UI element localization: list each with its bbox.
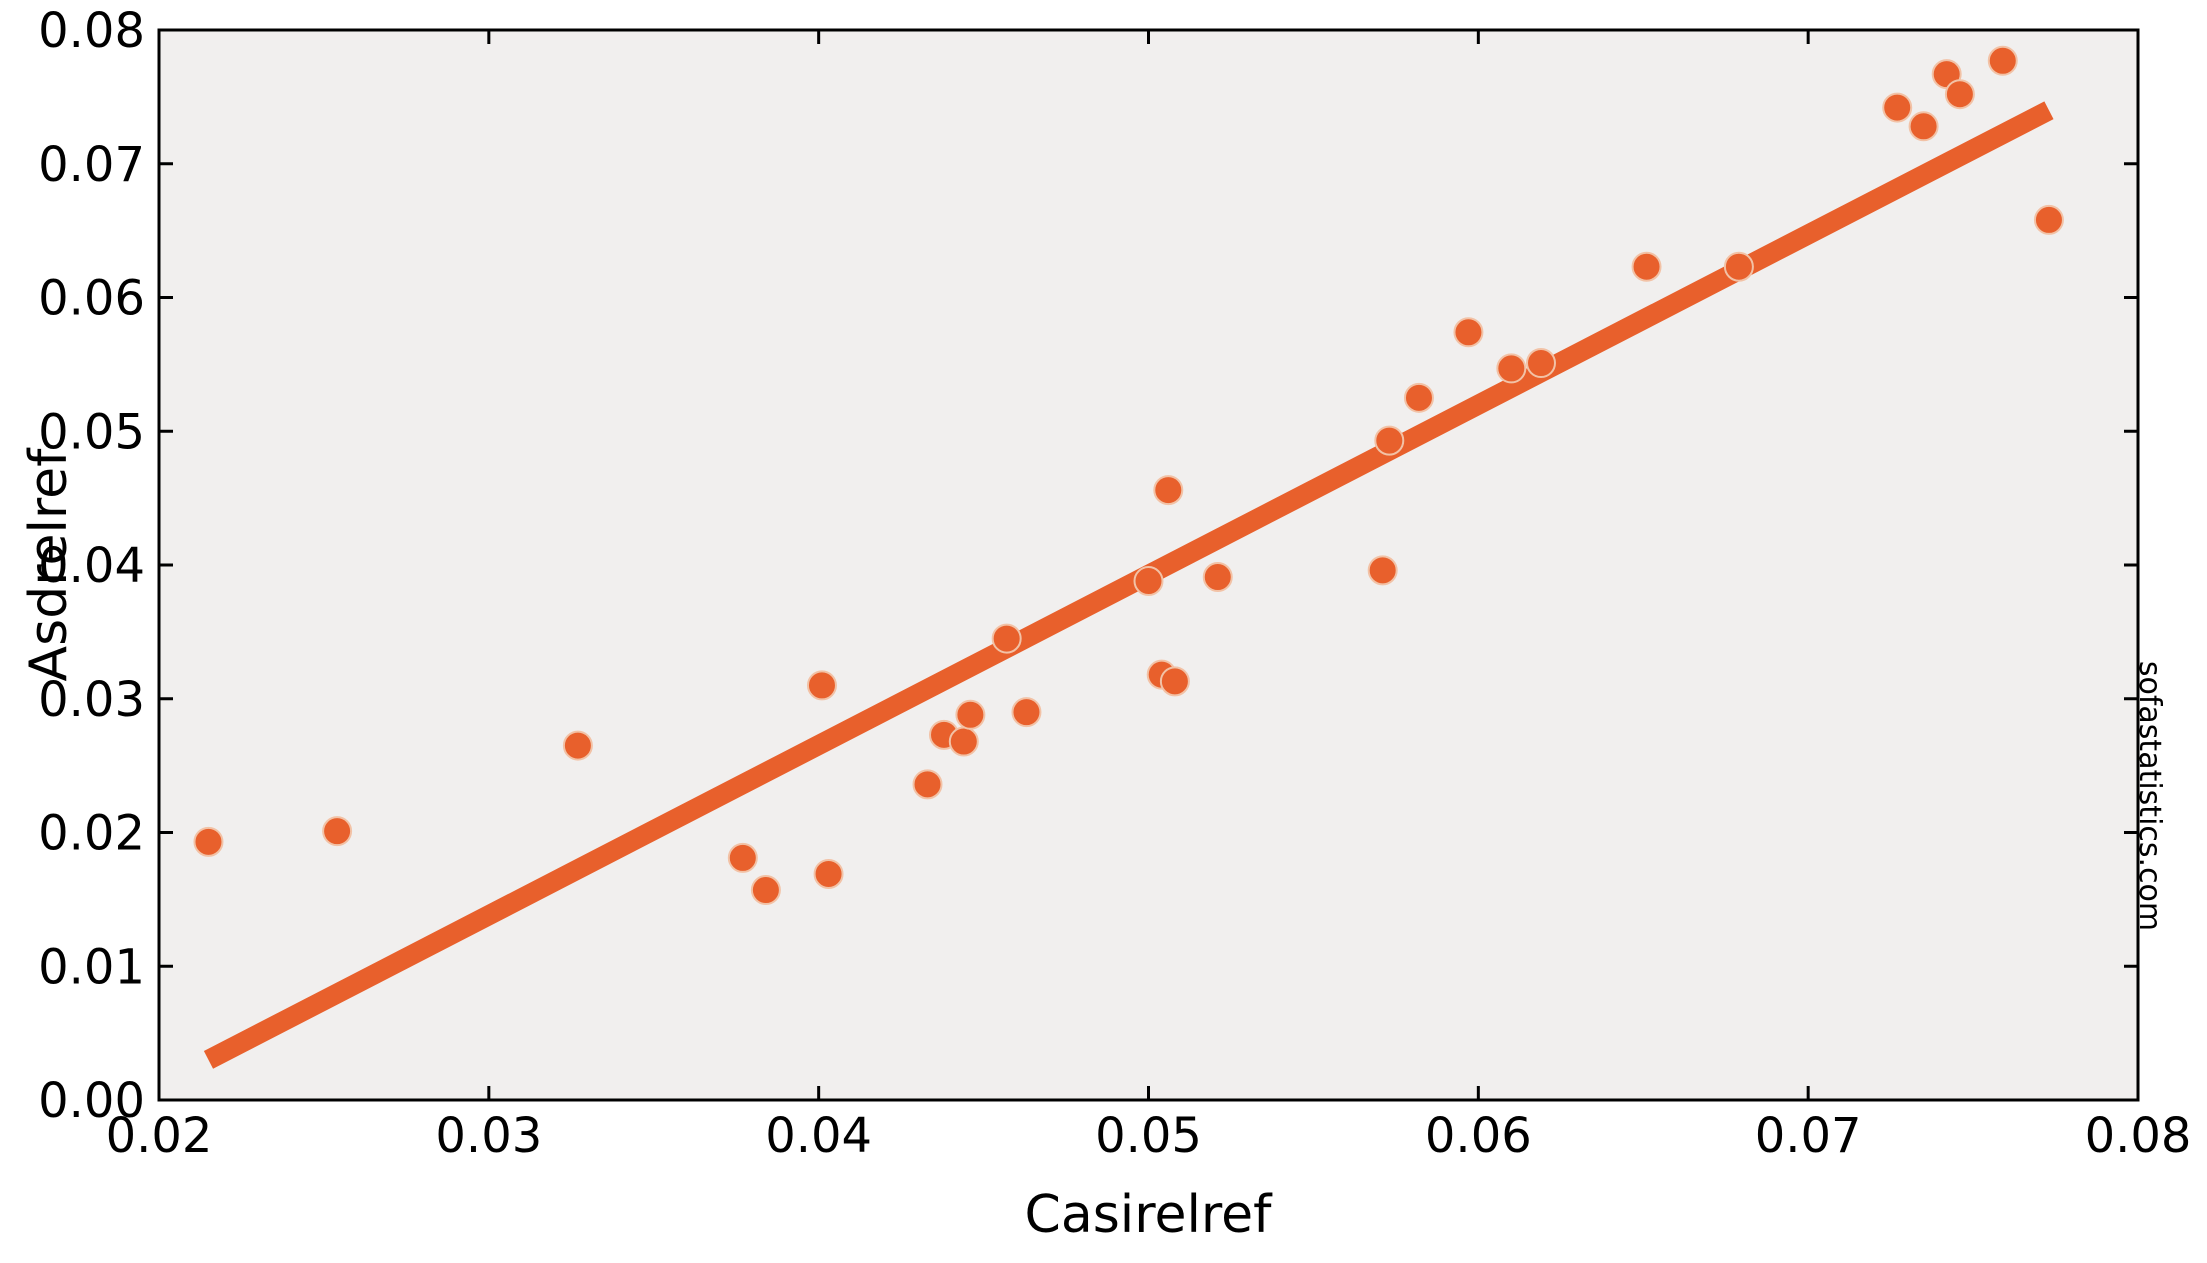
- scatter-point: [1908, 111, 1939, 142]
- y-tick-label: 0.00: [38, 1073, 145, 1129]
- axis-ticks-layer: [157, 28, 2140, 1102]
- y-tick-label: 0.07: [38, 137, 145, 193]
- scatter-point: [1374, 425, 1405, 456]
- y-tick-labels: 0.00 0.01 0.02 0.03 0.04 0.05 0.06 0.07 0.08: [38, 3, 145, 1129]
- scatter-point: [1882, 92, 1913, 123]
- y-axis-title: Asdrelref: [19, 447, 79, 682]
- scatter-point: [948, 726, 979, 757]
- scatter-point: [991, 623, 1022, 654]
- scatter-point: [562, 730, 593, 761]
- scatter-point: [2033, 204, 2064, 235]
- y-tick-label: 0.08: [38, 3, 145, 59]
- scatter-point: [1159, 666, 1190, 697]
- scatter-point: [193, 826, 224, 857]
- scatter-point: [750, 875, 781, 906]
- scatter-point: [1631, 251, 1662, 282]
- watermark-text: sofastatistics.com: [2132, 661, 2167, 931]
- x-tick-label: 0.03: [435, 1108, 542, 1164]
- scatter-point: [813, 858, 844, 889]
- y-tick-label: 0.01: [38, 939, 145, 995]
- x-tick-label: 0.02: [106, 1108, 213, 1164]
- x-tick-label: 0.08: [2085, 1108, 2192, 1164]
- scatter-point: [1011, 697, 1042, 728]
- scatter-point: [1944, 79, 1975, 110]
- scatter-point: [912, 769, 943, 800]
- scatter-point: [1133, 566, 1164, 597]
- scatter-points-layer: [193, 45, 2064, 906]
- x-tick-label: 0.06: [1425, 1108, 1532, 1164]
- x-tick-label: 0.04: [765, 1108, 872, 1164]
- scatter-point: [1403, 382, 1434, 413]
- scatter-point: [1202, 562, 1233, 593]
- scatter-point: [1496, 353, 1527, 384]
- scatter-point: [1453, 317, 1484, 348]
- x-tick-label: 0.07: [1755, 1108, 1862, 1164]
- scatter-point: [1987, 45, 2018, 76]
- x-tick-label: 0.05: [1095, 1108, 1202, 1164]
- scatter-point: [1526, 348, 1557, 379]
- x-tick-labels: 0.02 0.03 0.04 0.05 0.06 0.07 0.08: [106, 1108, 2192, 1164]
- scatter-point: [1367, 555, 1398, 586]
- y-tick-label: 0.02: [38, 806, 145, 862]
- scatter-point: [727, 842, 758, 873]
- y-tick-label: 0.05: [38, 404, 145, 460]
- scatter-point: [322, 816, 353, 847]
- scatter-point: [1723, 251, 1754, 282]
- scatter-point: [806, 670, 837, 701]
- x-axis-title: Casirelref: [1025, 1185, 1274, 1245]
- y-tick-label: 0.04: [38, 538, 145, 594]
- y-tick-label: 0.03: [38, 672, 145, 728]
- y-tick-label: 0.06: [38, 271, 145, 327]
- scatter-point: [1153, 475, 1184, 506]
- scatter-point: [955, 699, 986, 730]
